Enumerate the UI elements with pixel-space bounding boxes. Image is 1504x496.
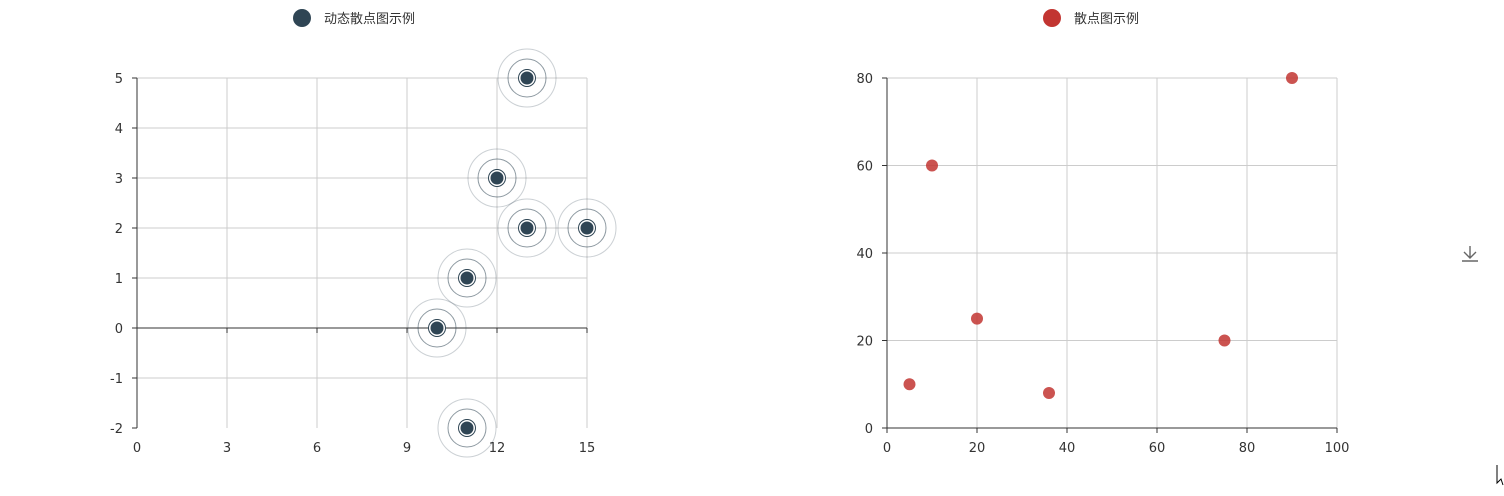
data-point <box>1286 72 1298 84</box>
ripple-ring-inner <box>417 308 457 348</box>
mouse-cursor-icon <box>1496 464 1504 486</box>
ripple-ring-outer <box>557 198 617 258</box>
x-tick-label: 40 <box>1059 441 1076 456</box>
y-tick-label: 3 <box>115 172 123 187</box>
y-tick-label: -2 <box>110 422 123 437</box>
y-tick-label: 1 <box>115 272 123 287</box>
data-point <box>430 321 444 335</box>
ripple-ring-outer <box>497 48 557 108</box>
ripple-ring-inner <box>447 258 487 298</box>
x-tick-label: 15 <box>579 441 596 456</box>
y-tick-label: 5 <box>115 72 123 87</box>
y-tick-label: -1 <box>110 372 123 387</box>
ripple-ring-outer <box>407 298 467 358</box>
y-tick-label: 2 <box>115 222 123 237</box>
data-point <box>1218 334 1231 347</box>
x-tick-label: 3 <box>223 441 231 456</box>
y-tick-label: 0 <box>115 322 123 337</box>
data-point <box>1043 387 1055 399</box>
data-point <box>490 171 504 185</box>
x-tick-label: 60 <box>1149 441 1166 456</box>
ripple-ring-inner <box>507 208 547 248</box>
ripple-ring-outer <box>437 248 497 308</box>
y-tick-label: 0 <box>865 422 873 437</box>
ripple-ring-outer <box>497 198 557 258</box>
legend-marker <box>293 9 311 27</box>
legend-label: 散点图示例 <box>1074 12 1139 27</box>
x-tick-label: 20 <box>969 441 986 456</box>
y-tick-label: 60 <box>856 160 873 175</box>
data-point <box>903 378 916 391</box>
ripple-ring-outer <box>437 398 497 458</box>
x-tick-label: 6 <box>313 441 321 456</box>
y-tick-label: 40 <box>856 247 873 262</box>
x-tick-label: 12 <box>489 441 506 456</box>
x-tick-label: 0 <box>883 441 891 456</box>
ripple-ring-outer <box>467 148 527 208</box>
y-tick-label: 4 <box>115 122 123 137</box>
y-tick-label: 20 <box>856 335 873 350</box>
ripple-ring-inner <box>447 408 487 448</box>
data-point <box>971 312 983 325</box>
download-icon[interactable] <box>1458 242 1482 266</box>
data-point <box>460 271 474 285</box>
x-tick-label: 80 <box>1239 441 1256 456</box>
data-point <box>460 421 474 435</box>
legend-label: 动态散点图示例 <box>324 12 415 27</box>
data-point <box>926 159 938 172</box>
ripple-ring-inner <box>567 208 607 248</box>
data-point <box>520 221 534 235</box>
data-point <box>580 221 594 235</box>
x-tick-label: 9 <box>403 441 411 456</box>
data-point <box>520 71 534 85</box>
scatter-chart: 0 20 40 60 80 0 20 40 60 80 100 散点图示例 <box>856 9 1349 456</box>
x-tick-label: 100 <box>1325 441 1350 456</box>
y-tick-label: 80 <box>856 72 873 87</box>
legend-marker <box>1043 9 1061 27</box>
ripple-ring-inner <box>507 58 547 98</box>
ripple-ring-inner <box>477 158 517 198</box>
x-tick-label: 0 <box>133 441 141 456</box>
